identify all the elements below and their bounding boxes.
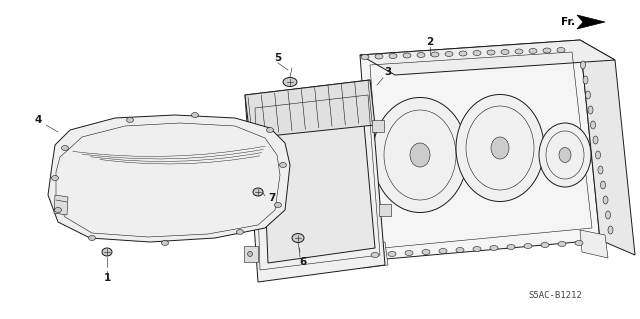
Ellipse shape (372, 98, 467, 212)
Ellipse shape (237, 229, 243, 234)
Ellipse shape (191, 113, 198, 117)
Ellipse shape (591, 121, 595, 129)
Ellipse shape (431, 52, 439, 57)
Polygon shape (244, 246, 258, 262)
Text: 5: 5 (275, 53, 282, 63)
Ellipse shape (558, 241, 566, 247)
Text: 1: 1 (104, 273, 111, 283)
Ellipse shape (583, 76, 588, 84)
Text: 3: 3 (385, 67, 392, 77)
Ellipse shape (127, 117, 134, 122)
Ellipse shape (403, 53, 411, 58)
Ellipse shape (102, 248, 112, 256)
Polygon shape (372, 120, 384, 132)
Polygon shape (360, 40, 600, 260)
Ellipse shape (241, 149, 245, 154)
Polygon shape (360, 242, 388, 268)
Ellipse shape (292, 234, 304, 242)
Polygon shape (241, 199, 255, 215)
Ellipse shape (445, 51, 453, 56)
Polygon shape (360, 185, 371, 203)
Ellipse shape (491, 137, 509, 159)
Ellipse shape (598, 166, 603, 174)
Ellipse shape (507, 244, 515, 249)
Ellipse shape (389, 54, 397, 58)
Ellipse shape (280, 162, 287, 167)
Ellipse shape (580, 61, 586, 69)
Ellipse shape (586, 91, 591, 99)
Ellipse shape (88, 235, 95, 241)
Ellipse shape (361, 55, 369, 60)
Ellipse shape (410, 143, 430, 167)
Ellipse shape (61, 145, 68, 151)
Polygon shape (378, 204, 390, 216)
Polygon shape (237, 143, 251, 159)
Ellipse shape (248, 251, 253, 256)
Ellipse shape (600, 181, 605, 189)
Ellipse shape (588, 106, 593, 114)
Text: 7: 7 (268, 193, 276, 203)
Ellipse shape (51, 175, 58, 181)
Polygon shape (245, 80, 385, 282)
Polygon shape (54, 195, 68, 215)
Ellipse shape (515, 49, 523, 54)
Ellipse shape (593, 136, 598, 144)
Ellipse shape (575, 241, 583, 246)
Polygon shape (358, 138, 367, 157)
Polygon shape (360, 40, 615, 75)
Ellipse shape (595, 151, 600, 159)
Ellipse shape (371, 253, 379, 257)
Ellipse shape (490, 246, 498, 250)
Ellipse shape (605, 211, 611, 219)
Ellipse shape (473, 50, 481, 56)
Ellipse shape (422, 249, 430, 255)
Ellipse shape (244, 205, 250, 210)
Ellipse shape (266, 128, 273, 132)
Ellipse shape (375, 54, 383, 59)
Ellipse shape (543, 48, 551, 53)
Polygon shape (262, 102, 375, 263)
Ellipse shape (559, 147, 571, 162)
Ellipse shape (456, 94, 544, 202)
Polygon shape (580, 230, 608, 258)
Text: 6: 6 (300, 257, 307, 267)
Polygon shape (580, 40, 635, 255)
Ellipse shape (388, 251, 396, 256)
Polygon shape (48, 115, 290, 242)
Ellipse shape (529, 48, 537, 54)
Ellipse shape (54, 207, 61, 212)
Ellipse shape (283, 78, 297, 86)
Ellipse shape (487, 50, 495, 55)
Ellipse shape (603, 196, 608, 204)
Text: S5AC-B1212: S5AC-B1212 (528, 291, 582, 300)
Ellipse shape (456, 248, 464, 253)
Polygon shape (577, 15, 605, 29)
Polygon shape (245, 80, 375, 138)
Ellipse shape (253, 188, 263, 196)
Ellipse shape (473, 247, 481, 251)
Ellipse shape (275, 203, 282, 207)
Ellipse shape (161, 241, 168, 246)
Ellipse shape (405, 250, 413, 256)
Ellipse shape (459, 51, 467, 56)
Ellipse shape (557, 48, 565, 53)
Text: 2: 2 (426, 37, 434, 47)
Ellipse shape (501, 49, 509, 55)
Ellipse shape (439, 249, 447, 254)
Text: 4: 4 (35, 115, 42, 125)
Ellipse shape (539, 123, 591, 187)
Text: Fr.: Fr. (561, 17, 575, 27)
Ellipse shape (608, 226, 613, 234)
Ellipse shape (417, 53, 425, 57)
Polygon shape (355, 92, 365, 110)
Ellipse shape (541, 242, 549, 248)
Ellipse shape (524, 243, 532, 249)
